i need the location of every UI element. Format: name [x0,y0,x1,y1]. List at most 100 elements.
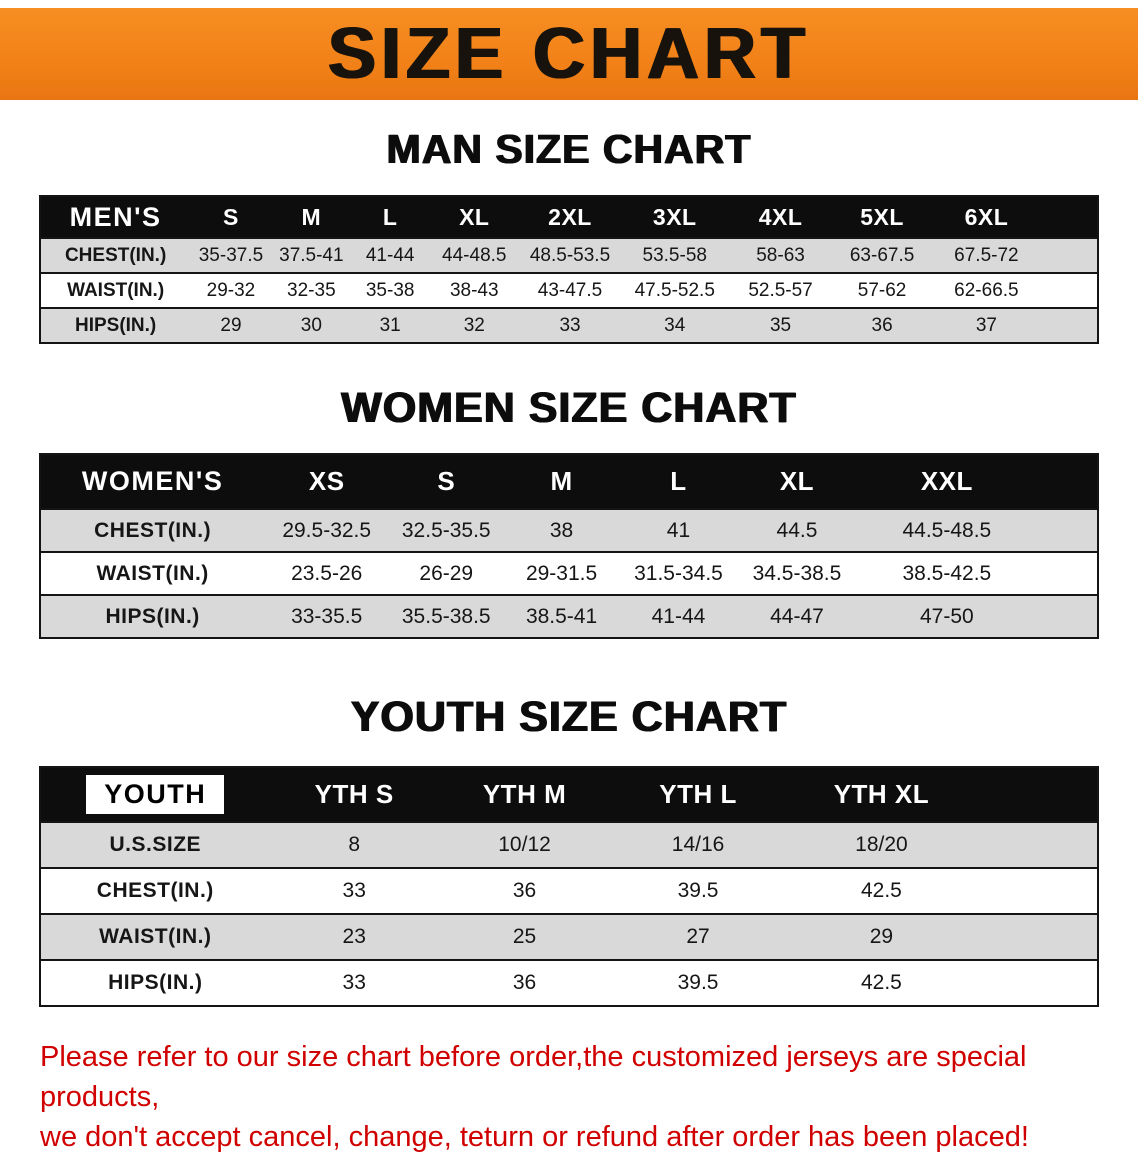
row-label: CHEST(IN.) [64,244,167,266]
disclaimer-line-2: we don't accept cancel, change, teturn o… [40,1121,1029,1154]
size-header-cell: S [389,454,504,510]
size-header-cell: 3XL [620,196,729,239]
table-cell: 34 [664,314,686,336]
table-row: U.S.SIZE 8 10/12 14/16 18/20 [40,822,1098,869]
size-header-cell: 6XL [931,196,1098,239]
table-row: CHEST(IN.) 35-37.5 37.5-41 41-44 44-48.5 48.5… [40,238,1098,274]
size-header-cell: YTH M [438,767,611,823]
size-header-cell: L [619,454,738,510]
table-cell: 33 [342,971,366,995]
table-row: HIPS(IN.) 33 36 39.5 42.5 [40,960,1098,1007]
table-cell: 35.5-38.5 [401,604,491,628]
table-cell: 67.5-72 [954,244,1019,266]
table-cell: 39.5 [677,879,719,903]
table-cell: 32 [463,314,485,336]
women-size-table: WOMEN'S XS S M L XL XXL CHEST(IN.) 29.5-32.5 32.5… [39,453,1099,640]
size-header-cell: YTH S [269,767,439,823]
table-cell: 42.5 [860,879,902,903]
table-cell: 38-43 [449,279,499,301]
men-size-table: MEN'S S M L XL 2XL 3XL 4XL 5XL 6XL CHEST(IN.) 35-37… [39,195,1099,345]
table-cell: 42.5 [860,971,902,995]
row-label: CHEST(IN.) [94,518,212,542]
table-cell: 57-62 [857,279,907,301]
table-cell: 32.5-35.5 [401,518,491,542]
table-cell: 33-35.5 [291,604,363,628]
table-cell: 29.5-32.5 [282,518,372,542]
size-header-cell: 2XL [519,196,621,239]
header-row: YOUTH YTH S YTH M YTH L YTH XL [40,767,1098,823]
table-row: CHEST(IN.) 29.5-32.5 32.5-35.5 38 41 44.5 44.5… [40,509,1098,553]
table-cell: 29-31.5 [525,561,598,585]
table-cell: 38 [549,518,574,542]
table-cell: 44-47 [770,604,824,628]
size-chart-banner: SIZE CHART [0,8,1138,100]
table-cell: 36 [512,971,537,995]
table-cell: 33 [342,879,366,903]
table-cell: 47-50 [920,604,974,628]
table-cell: 38.5-42.5 [902,561,992,585]
table-cell: 38.5-41 [525,604,598,628]
row-label: U.S.SIZE [109,833,202,857]
table-cell: 37.5-41 [279,244,344,266]
table-cell: 52.5-57 [748,279,813,301]
table-cell: 63-67.5 [849,244,915,266]
size-header-cell: S [190,196,272,239]
header-row: WOMEN'S XS S M L XL XXL [40,454,1098,510]
disclaimer-text: Please refer to our size chart before or… [40,1037,1114,1157]
table-row: HIPS(IN.) 29 30 31 32 33 34 35 36 37 [40,308,1098,344]
table-cell: 32-35 [287,279,336,301]
row-label: HIPS(IN.) [108,971,203,995]
table-row: HIPS(IN.) 33-35.5 35.5-38.5 38.5-41 41-44 44-… [40,595,1098,639]
table-cell: 8 [348,833,361,857]
size-header-cell: XL [737,454,857,510]
table-cell: 53.5-58 [642,244,707,266]
size-header-cell: M [271,196,352,239]
size-header-cell: 5XL [832,196,932,239]
table-cell: 48.5-53.5 [529,244,611,266]
size-header-cell: M [503,454,620,510]
size-header-cell: XXL [856,454,1098,510]
table-cell: 18/20 [855,833,908,857]
table-cell: 37 [975,314,997,336]
table-cell: 29-32 [206,279,256,301]
table-row: WAIST(IN.) 23.5-26 26-29 29-31.5 31.5-34.5 34… [40,552,1098,596]
table-cell: 36 [871,314,893,336]
table-cell: 44.5 [776,518,818,542]
men-section-heading: MAN SIZE CHART [386,126,752,172]
table-cell: 44.5-48.5 [902,518,992,542]
women-section-heading: WOMEN SIZE CHART [341,384,797,433]
table-cell: 47.5-52.5 [634,279,715,301]
table-cell: 23 [342,925,366,949]
size-header-cell: YTH XL [785,767,1098,823]
row-label: WAIST(IN.) [99,925,212,949]
table-cell: 35-38 [365,279,415,301]
table-cell: 35-37.5 [198,244,264,266]
table-cell: 31 [379,314,401,336]
row-label: WAIST(IN.) [67,279,165,301]
disclaimer-line-1: Please refer to our size chart before or… [40,1041,1027,1114]
row-label: HIPS(IN.) [105,604,200,628]
table-cell: 10/12 [498,833,551,857]
table-cell: 27 [686,925,710,949]
table-cell: 41 [666,518,691,542]
size-header-cell: 4XL [728,196,833,239]
table-cell: 29 [869,925,894,949]
table-row: WAIST(IN.) 23 25 27 29 [40,914,1098,961]
row-label: WAIST(IN.) [96,561,209,585]
table-cell: 29 [220,314,242,336]
table-cell: 33 [559,314,581,336]
table-row: CHEST(IN.) 33 36 39.5 42.5 [40,868,1098,915]
table-cell: 25 [512,925,537,949]
table-cell: 30 [300,314,322,336]
table-cell: 44-48.5 [442,244,507,266]
table-title-cell: YOUTH [40,767,270,823]
size-header-cell: L [351,196,430,239]
row-label: CHEST(IN.) [96,879,214,903]
youth-section-heading: YOUTH SIZE CHART [350,693,788,742]
size-header-cell: XL [429,196,520,239]
table-cell: 41-44 [365,244,415,266]
highlighted-table-title: YOUTH [86,775,225,815]
table-cell: 62-66.5 [954,279,1019,301]
size-header-cell: YTH L [610,767,786,823]
table-title-cell: WOMEN'S [40,454,265,510]
